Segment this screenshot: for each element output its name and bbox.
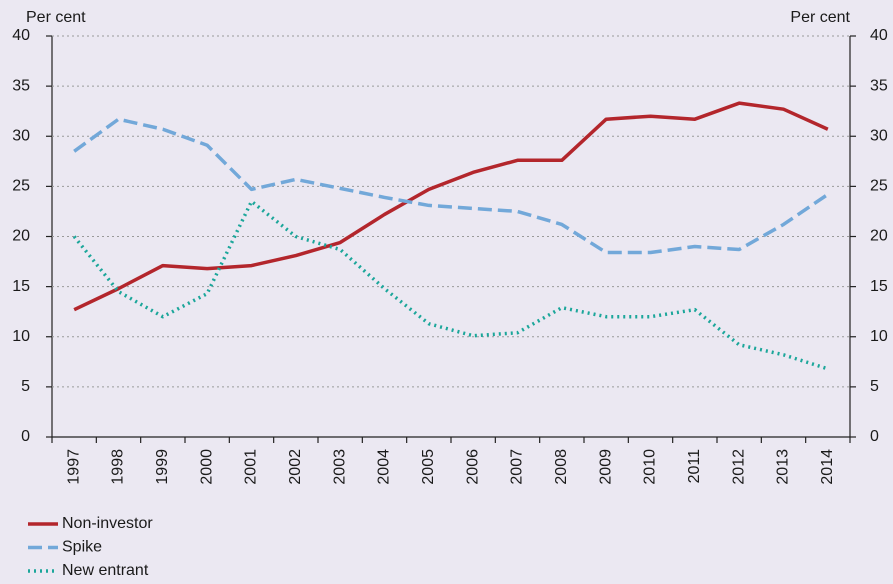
x-tick-label: 2002 [287, 449, 304, 485]
x-tick-label: 1997 [65, 449, 82, 485]
y-tick-label: 25 [12, 178, 30, 195]
x-tick-label: 2006 [464, 449, 481, 485]
series-line [72, 199, 829, 371]
x-tick-label: 2008 [553, 449, 570, 485]
series-line [73, 101, 829, 312]
x-tick-label: 2001 [243, 449, 260, 485]
y-tick-label: 20 [12, 228, 30, 245]
y2-axis-label: Per cent [790, 9, 850, 26]
x-tick-label: 2010 [642, 449, 659, 485]
x-tick-label: 2000 [198, 449, 215, 485]
x-tick-label: 2005 [420, 449, 437, 485]
x-tick-label: 1999 [154, 449, 171, 485]
y2-tick-label: 40 [870, 27, 888, 44]
y2-tick-label: 0 [870, 428, 879, 445]
y2-tick-label: 25 [870, 178, 888, 195]
y2-tick-label: 10 [870, 328, 888, 345]
legend-label: Spike [62, 539, 102, 556]
y-tick-label: 10 [12, 328, 30, 345]
legend-label: Non-investor [62, 515, 153, 532]
x-tick-label: 2004 [376, 449, 393, 485]
y-tick-label: 15 [12, 278, 30, 295]
series-line [73, 117, 829, 255]
legend-label: New entrant [62, 562, 149, 579]
y-tick-label: 30 [12, 127, 30, 144]
y-tick-label: 5 [21, 378, 30, 395]
y-tick-label: 40 [12, 27, 30, 44]
x-tick-label: 2009 [597, 449, 614, 485]
y-tick-label: 0 [21, 428, 30, 445]
y2-tick-label: 15 [870, 278, 888, 295]
x-tick-label: 2013 [775, 449, 792, 485]
y2-tick-label: 30 [870, 127, 888, 144]
x-tick-label: 2007 [509, 449, 526, 485]
y-tick-label: 35 [12, 77, 30, 94]
x-tick-label: 2011 [686, 449, 703, 484]
x-tick-label: 2012 [730, 449, 747, 485]
x-tick-label: 1998 [110, 449, 127, 485]
x-tick-label: 2003 [331, 449, 348, 485]
x-tick-label: 2014 [819, 449, 836, 485]
y2-tick-label: 20 [870, 228, 888, 245]
y2-tick-label: 5 [870, 378, 879, 395]
y2-tick-label: 35 [870, 77, 888, 94]
y-axis-label: Per cent [26, 9, 86, 26]
